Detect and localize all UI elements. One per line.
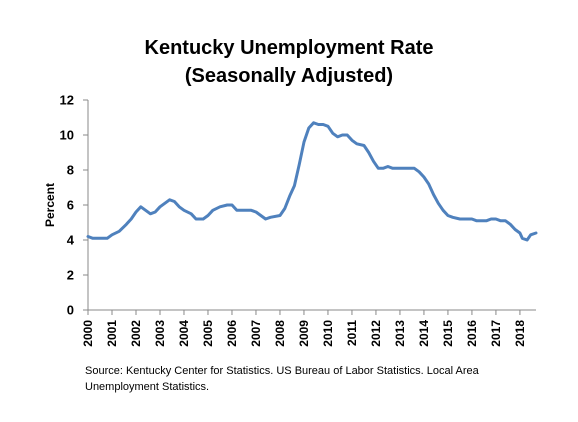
x-tick-label: 2002 (129, 320, 143, 347)
x-tick-label: 2012 (369, 320, 383, 347)
y-tick-label: 2 (67, 268, 74, 283)
x-tick-label: 2011 (345, 320, 359, 346)
series-group (86, 121, 538, 242)
x-tick-label: 2000 (81, 320, 95, 347)
y-axis-label: Percent (43, 183, 57, 227)
y-tick-label: 10 (60, 128, 74, 143)
y-tick-label: 4 (67, 233, 75, 248)
x-tick-label: 2015 (441, 320, 455, 347)
x-tick-label: 2010 (321, 320, 335, 347)
x-tick-label: 2007 (249, 320, 263, 347)
x-axis: 2000 2001 2002 2003 2004 2005 2006 2007 2008 2009… (81, 309, 536, 347)
x-tick-label: 2013 (393, 320, 407, 347)
x-tick-label: 2004 (177, 320, 191, 347)
x-tick-label: 2008 (273, 320, 287, 347)
x-tick-label: 2006 (225, 320, 239, 347)
y-tick-label: 8 (67, 163, 74, 178)
x-tick-label: 2017 (489, 320, 503, 347)
x-tick-label: 2005 (201, 320, 215, 347)
x-tick-label: 2009 (297, 320, 311, 347)
x-tick-label: 2018 (513, 320, 527, 347)
y-tick-label: 12 (60, 93, 74, 108)
source-note: Source: Kentucky Center for Statistics. … (85, 365, 479, 393)
x-tick-label: 2003 (153, 320, 167, 347)
chart-title: Kentucky Unemployment Rate (Seasonally A… (144, 37, 434, 87)
x-tick-label: 2016 (465, 320, 479, 347)
y-tick-label: 0 (67, 303, 74, 318)
x-tick-label: 2014 (417, 320, 431, 347)
y-tick-label: 6 (67, 198, 74, 213)
x-tick-label: 2001 (105, 320, 119, 347)
series-line (86, 121, 538, 242)
y-axis: 0 2 4 6 8 10 12 (60, 93, 89, 318)
